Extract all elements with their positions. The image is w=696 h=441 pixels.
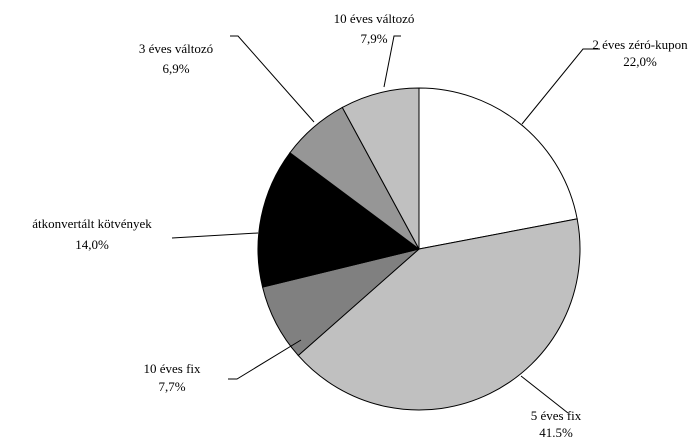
pie-slice [418, 87, 578, 250]
pie-slice [297, 218, 581, 411]
slice-value-2-eves-zero-kupon: 22,0% [623, 54, 657, 69]
pie-slice [341, 87, 420, 250]
pie-slice [257, 152, 421, 288]
slice-value-10-eves-fix: 7,7% [158, 379, 185, 394]
leader-line [383, 35, 401, 88]
slice-value-10-eves-valtozo: 7,9% [360, 31, 387, 46]
leader-line [521, 48, 600, 125]
slice-label-atkonvertalt-kotvenyek: átkonvertált kötvények [32, 216, 152, 231]
slice-label-2-eves-zero-kupon: 2 éves zéró-kupon [592, 37, 688, 52]
leader-lines [171, 35, 600, 414]
slice-value-5-eves-fix: 41.5% [539, 425, 573, 440]
leader-line [230, 35, 315, 123]
leader-line [171, 232, 259, 239]
slice-label-5-eves-fix: 5 éves fix [531, 408, 582, 423]
slice-label-3-eves-valtozo: 3 éves változó [139, 41, 213, 56]
leader-line [228, 339, 302, 380]
leader-line [520, 375, 569, 414]
slice-value-3-eves-valtozo: 6,9% [162, 61, 189, 76]
pie-slices [257, 87, 581, 411]
slice-label-10-eves-fix: 10 éves fix [143, 361, 201, 376]
slice-value-atkonvertalt-kotvenyek: 14,0% [75, 237, 109, 252]
slice-label-10-eves-valtozo: 10 éves változó [334, 11, 415, 26]
